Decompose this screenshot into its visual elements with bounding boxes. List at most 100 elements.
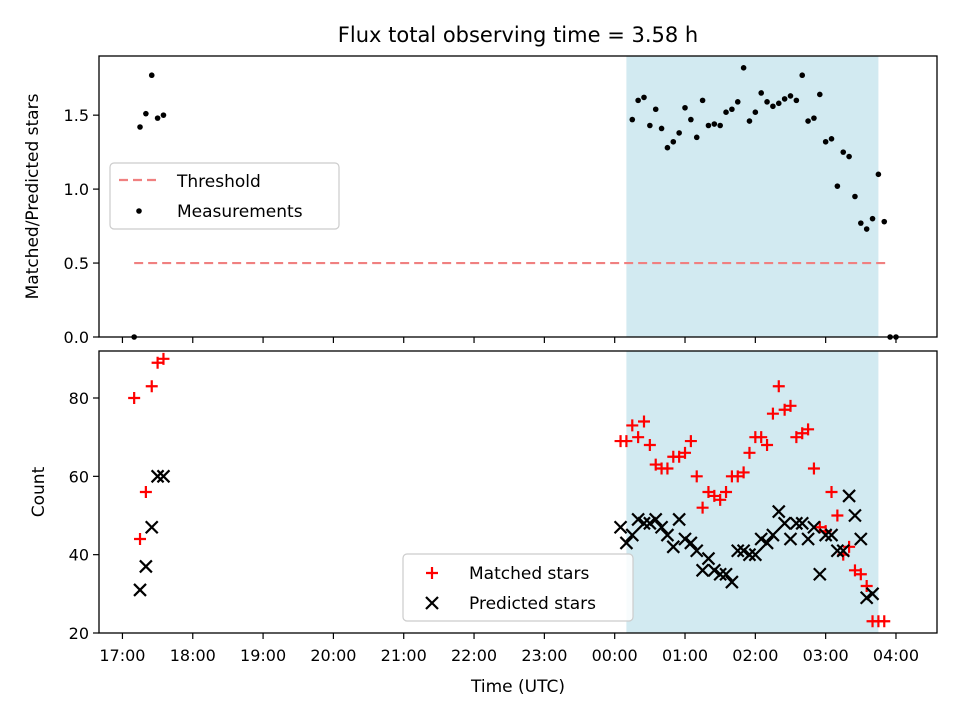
- matched-star-point: [157, 352, 170, 365]
- ratio-panel: 0.0 0.5 1.0 1.5 Matched/Predicted stars Thr…: [23, 55, 938, 347]
- measurement-point: [869, 215, 876, 222]
- count-x-tick-label: 17:00: [99, 646, 145, 665]
- count-x-tick-label: 18:00: [170, 646, 216, 665]
- measurement-point: [881, 218, 888, 225]
- matched-star-point: [784, 399, 797, 412]
- predicted-star-point: [689, 543, 704, 558]
- matched-star-point: [878, 615, 891, 628]
- legend-matched-swatch: [426, 567, 438, 579]
- matched-star-point: [737, 466, 750, 479]
- matched-star-point: [802, 423, 815, 436]
- matched-star-point: [807, 462, 820, 475]
- predicted-star-point: [707, 563, 722, 578]
- predicted-star-point: [818, 528, 833, 542]
- count-y-tick-label: 80: [69, 389, 89, 408]
- measurement-point: [811, 115, 817, 121]
- count-y-axis-label: Count: [29, 466, 49, 517]
- ratio-legend: Threshold Measurements: [109, 162, 340, 230]
- matched-star-point: [843, 540, 856, 553]
- predicted-star-point: [725, 575, 739, 589]
- count-x-tick-label: 23:00: [521, 646, 567, 665]
- predicted-star-point: [801, 532, 815, 546]
- measurement-point: [647, 122, 653, 129]
- matched-star-point: [145, 380, 158, 393]
- predicted-star-point: [842, 489, 856, 503]
- count-x-tick-label: 00:00: [592, 646, 638, 665]
- count-x-tick-label: 03:00: [803, 646, 849, 665]
- legend-measurements-label: Measurements: [177, 202, 303, 222]
- predicted-star-point: [824, 528, 839, 542]
- measurement-point: [705, 122, 712, 129]
- measurement-point: [858, 220, 864, 226]
- predicted-star-point: [672, 512, 686, 527]
- measurement-point: [676, 130, 682, 136]
- predicted-star-point: [783, 532, 798, 546]
- legend-threshold-label: Threshold: [176, 172, 261, 192]
- predicted-star-point: [736, 543, 751, 558]
- count-x-tick-label: 01:00: [662, 646, 708, 665]
- predicted-star-point: [742, 547, 757, 562]
- predicted-star-point: [789, 516, 804, 531]
- measurement-point: [688, 116, 694, 123]
- matched-star-point: [637, 415, 650, 428]
- matched-star-point: [690, 470, 703, 483]
- legend-measurements-swatch: [136, 208, 142, 214]
- measurement-point: [799, 72, 806, 79]
- matched-star-point: [854, 568, 867, 581]
- predicted-star-point: [631, 512, 645, 527]
- predicted-star-point: [625, 528, 640, 542]
- predicted-star-point: [613, 520, 628, 535]
- legend-predicted-swatch: [425, 596, 439, 610]
- count-x-tick-label: 04:00: [873, 646, 919, 665]
- measurement-point: [652, 106, 659, 113]
- predicted-star-point: [848, 508, 862, 523]
- measurement-point: [846, 153, 852, 160]
- measurement-point: [852, 193, 858, 200]
- matched-star-point: [134, 533, 147, 545]
- ratio-shaded-span: [626, 56, 879, 337]
- measurement-point: [693, 134, 700, 141]
- matched-star-point: [825, 486, 838, 498]
- measurement-point: [160, 112, 167, 118]
- measurement-point: [629, 116, 636, 123]
- predicted-star-point: [813, 567, 827, 582]
- measurement-point: [154, 115, 161, 121]
- measurement-point: [635, 97, 641, 104]
- matched-star-point: [761, 439, 774, 451]
- matched-star-point: [772, 380, 785, 393]
- predicted-star-point: [748, 547, 763, 562]
- predicted-star-point: [144, 520, 159, 535]
- matched-star-point: [128, 392, 141, 404]
- measurement-point: [875, 171, 882, 178]
- measurement-point: [740, 65, 747, 71]
- predicted-star-point: [865, 587, 880, 601]
- matched-star-point: [626, 419, 639, 432]
- measurement-point: [793, 97, 800, 104]
- measurement-point: [781, 96, 788, 102]
- predicted-star-point: [666, 540, 681, 554]
- predicted-star-point: [660, 528, 675, 542]
- measurement-point: [658, 125, 665, 132]
- chart-title: Flux total observing time = 3.58 h: [338, 23, 698, 47]
- matched-star-point: [684, 435, 697, 448]
- ratio-y-tick-label: 1.0: [64, 180, 89, 199]
- measurement-point: [717, 122, 723, 129]
- ratio-legend-box: [109, 162, 340, 230]
- matched-stars-points: [128, 352, 891, 628]
- predicted-star-point: [777, 516, 792, 531]
- predicted-star-point: [654, 520, 669, 535]
- predicted-star-point: [619, 536, 634, 550]
- matched-star-point: [620, 435, 633, 448]
- measurement-point: [764, 99, 770, 105]
- matched-star-point: [860, 580, 873, 592]
- count-legend-box: [402, 553, 634, 622]
- measurement-point: [729, 106, 735, 113]
- count-x-tick-label: 19:00: [240, 646, 286, 665]
- count-x-tick-label: 21:00: [381, 646, 427, 665]
- ratio-y-tick-label: 1.5: [64, 106, 89, 125]
- predicted-star-point: [695, 563, 710, 578]
- predicted-star-point: [701, 551, 716, 566]
- ratio-y-tick-label: 0.0: [64, 328, 89, 347]
- count-y-tick-label: 40: [69, 546, 89, 565]
- predicted-star-point: [836, 543, 851, 558]
